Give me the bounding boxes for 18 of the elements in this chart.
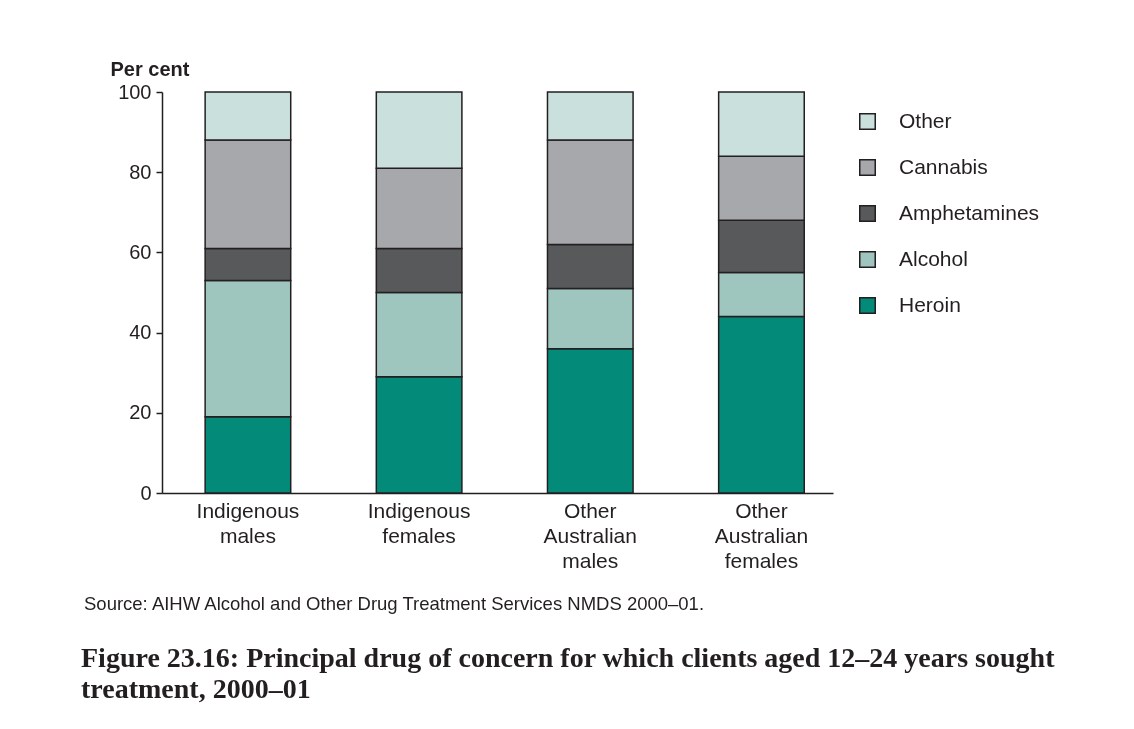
y-axis-title: Per cent (110, 57, 190, 80)
y-tick-label: 80 (129, 160, 152, 183)
legend-label: Heroin (899, 292, 961, 316)
x-tick-label: Other Australian females (714, 498, 809, 572)
legend-label: Alcohol (899, 246, 968, 270)
source-note: Source: AIHW Alcohol and Other Drug Treatment Services NMDS 2000–01. (84, 593, 705, 614)
y-tick-label: 40 (129, 321, 152, 344)
legend-label: Cannabis (899, 154, 988, 178)
x-tick-label: Indigenous males (196, 498, 300, 547)
y-tick-label: 100 (118, 80, 152, 103)
text: Figure 23.16: Principal drug of concern for which clients aged 12–24 years sought treatment, 2000–01 (81, 641, 1056, 704)
legend-label: Other (899, 108, 952, 132)
y-tick-label: 0 (140, 481, 152, 504)
y-tick-label: 60 (129, 240, 152, 263)
y-tick-label: 20 (129, 401, 152, 424)
legend-label: Amphetamines (899, 200, 1040, 224)
x-tick-label: Other Australian males (543, 498, 637, 572)
x-tick-label: Indigenous females (367, 498, 471, 547)
